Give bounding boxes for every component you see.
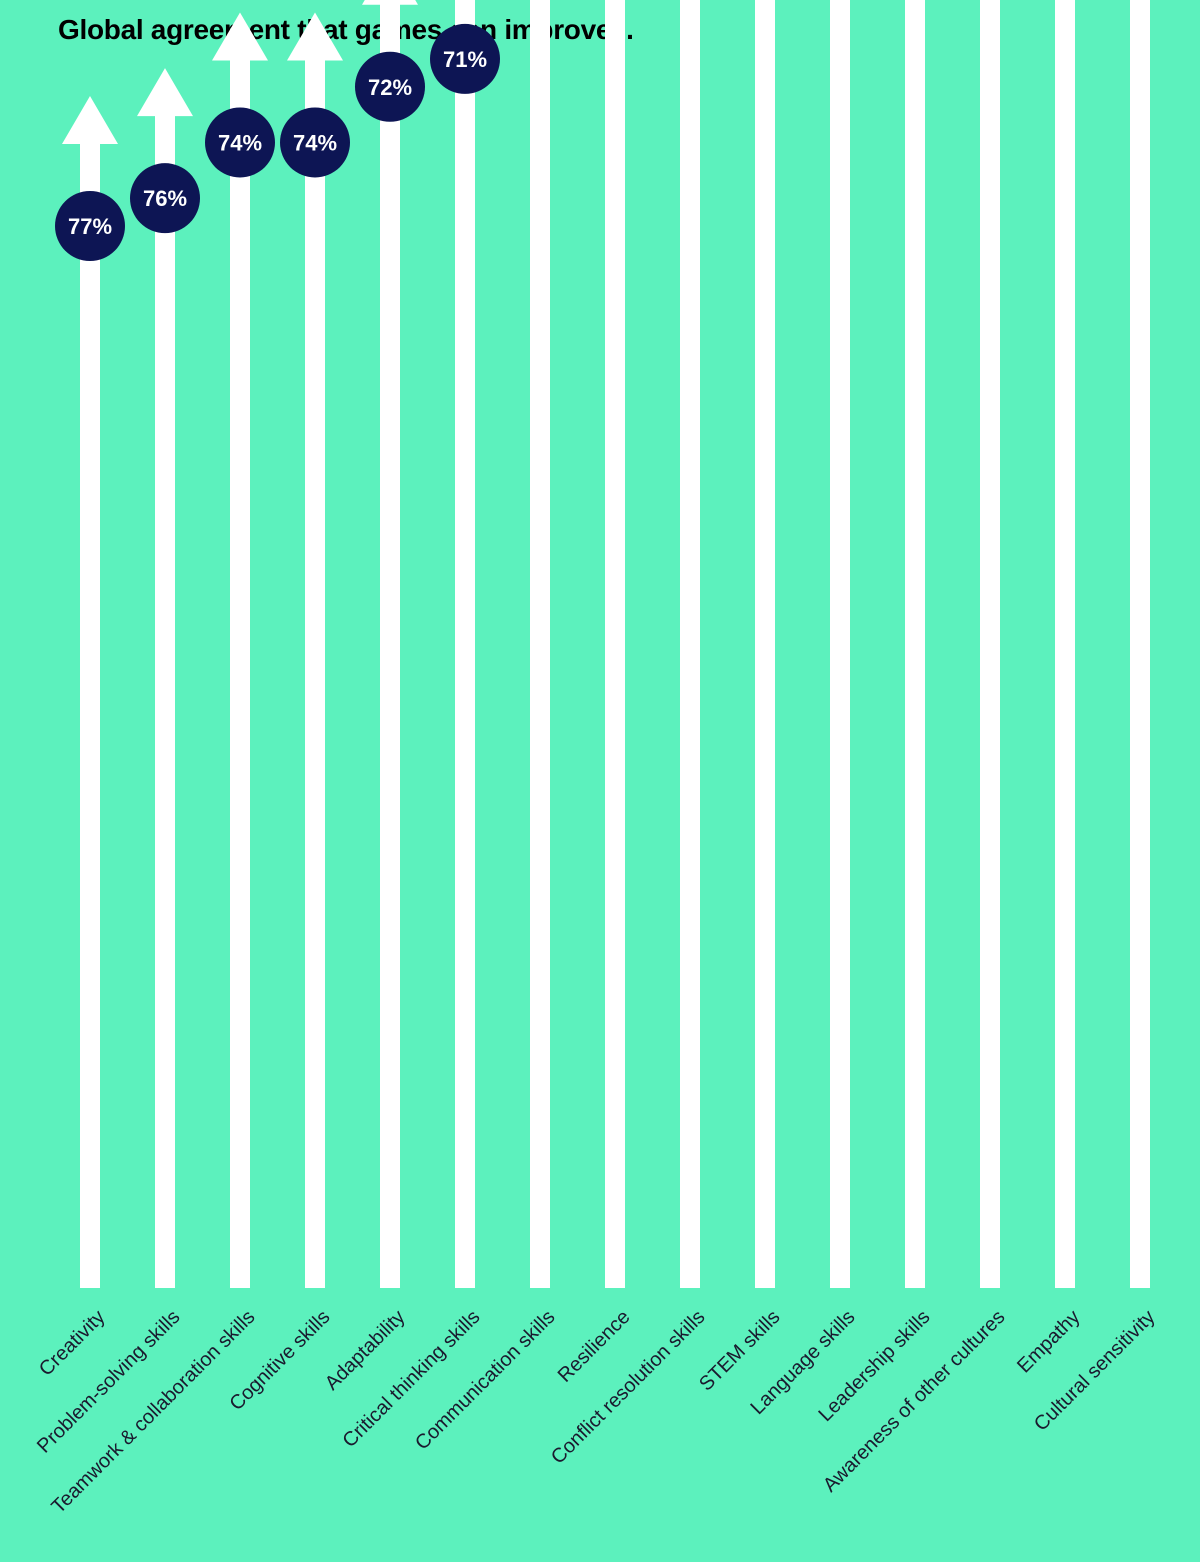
category-label: Communication skills: [411, 1306, 559, 1454]
arrow-bar: 63%: [980, 0, 1000, 1289]
value-badge: [55, 191, 125, 261]
arrow-bar: 64%: [680, 0, 700, 1289]
value-badge: [355, 51, 425, 122]
arrow-bar: 76%: [130, 68, 200, 1288]
arrow-head: [287, 12, 343, 61]
arrow-shaft: [755, 0, 775, 1289]
value-label: 77%: [68, 214, 112, 239]
arrow-bar: 64%: [830, 0, 850, 1289]
arrow-shaft: [680, 0, 700, 1289]
value-label: 71%: [443, 47, 487, 72]
value-label: 72%: [368, 75, 412, 100]
arrow-bar: 67%: [530, 0, 550, 1288]
category-label: Empathy: [1013, 1306, 1084, 1377]
arrow-shaft: [230, 59, 250, 1289]
value-label: 74%: [293, 130, 337, 155]
arrow-bar: 63%: [905, 0, 925, 1289]
arrow-bar: 77%: [55, 96, 125, 1288]
value-badge: [205, 107, 275, 178]
arrow-shaft: [1055, 0, 1075, 1288]
arrow-shaft: [530, 0, 550, 1288]
category-label: Creativity: [35, 1306, 110, 1381]
arrow-shaft: [305, 59, 325, 1289]
arrow-shaft: [905, 0, 925, 1289]
arrow-head: [212, 12, 268, 61]
arrow-bar: 65%: [605, 0, 625, 1288]
value-label: 74%: [218, 130, 262, 155]
arrow-shaft: [605, 0, 625, 1288]
arrow-bar: 56%: [1130, 0, 1150, 1288]
arrow-bar: 71%: [430, 0, 500, 1288]
arrow-head: [362, 0, 418, 5]
arrow-bar: 74%: [280, 12, 350, 1289]
arrow-shaft: [380, 3, 400, 1288]
arrow-bar: 72%: [355, 0, 425, 1288]
arrow-bar: 74%: [205, 12, 275, 1289]
arrow-bar: 57%: [1055, 0, 1075, 1288]
category-label: Critical thinking skills: [339, 1306, 485, 1452]
arrow-head: [62, 96, 118, 144]
arrow-shaft: [455, 0, 475, 1288]
arrow-head: [137, 68, 193, 117]
arrow-shaft: [80, 143, 100, 1288]
value-badge: [280, 107, 350, 178]
arrow-shaft: [1130, 0, 1150, 1288]
arrow-shaft: [980, 0, 1000, 1289]
category-label: Problem-solving skills: [33, 1306, 185, 1458]
arrow-shaft: [155, 115, 175, 1288]
category-label: Conflict resolution skills: [547, 1306, 710, 1469]
value-label: 76%: [143, 186, 187, 211]
value-badge: [130, 163, 200, 234]
value-badge: [430, 23, 500, 94]
category-label: Resilience: [554, 1306, 635, 1387]
arrow-bar: 64%: [755, 0, 775, 1289]
arrows-layer: 77% 76% 74% 74% 72% 71% 67% 65% 64% 64% 64% 63% 63% 5…: [55, 0, 1150, 1289]
arrow-shaft: [830, 0, 850, 1289]
